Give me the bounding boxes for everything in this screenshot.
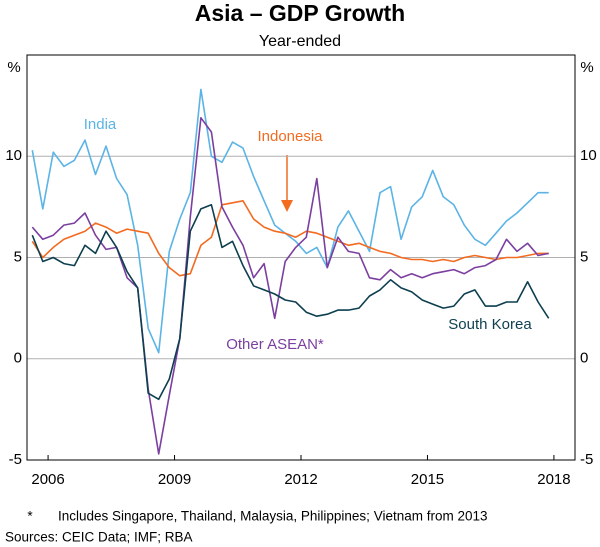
series-line	[31, 88, 549, 354]
series-line	[31, 204, 550, 401]
y2-tick-label: 0	[580, 350, 588, 367]
series-label: Indonesia	[257, 128, 323, 145]
x-tick-label: 2012	[284, 471, 317, 488]
y2-tick-label: 10	[580, 147, 597, 164]
y-tick-label: -5	[9, 451, 22, 468]
chart-title: Asia – GDP Growth	[195, 0, 405, 26]
sources: Sources: CEIC Data; IMF; RBA	[5, 530, 193, 545]
x-tick-label: 2006	[31, 471, 64, 488]
y-tick-label: 0	[14, 350, 22, 367]
plot-frame	[26, 54, 576, 461]
y2-tick-label: -5	[580, 451, 593, 468]
x-tick-label: 2018	[537, 471, 570, 488]
annotation-arrowhead	[281, 200, 293, 212]
footnote: Includes Singapore, Thailand, Malaysia, …	[58, 509, 488, 524]
x-tick-label: 2015	[411, 471, 444, 488]
y-tick-label: 10	[5, 147, 22, 164]
y2-unit: %	[580, 59, 593, 76]
footnote-marker: *	[27, 509, 33, 524]
series-label: South Korea	[448, 316, 532, 333]
y2-tick-label: 5	[580, 248, 588, 265]
series-line	[31, 117, 549, 455]
series-label: Other ASEAN*	[226, 336, 324, 353]
series-line	[31, 200, 549, 277]
series-label: India	[84, 116, 117, 133]
chart-subtitle: Year-ended	[259, 33, 341, 50]
x-tick-label: 2009	[158, 471, 191, 488]
y-tick-label: 5	[14, 248, 22, 265]
y-unit: %	[7, 59, 20, 76]
